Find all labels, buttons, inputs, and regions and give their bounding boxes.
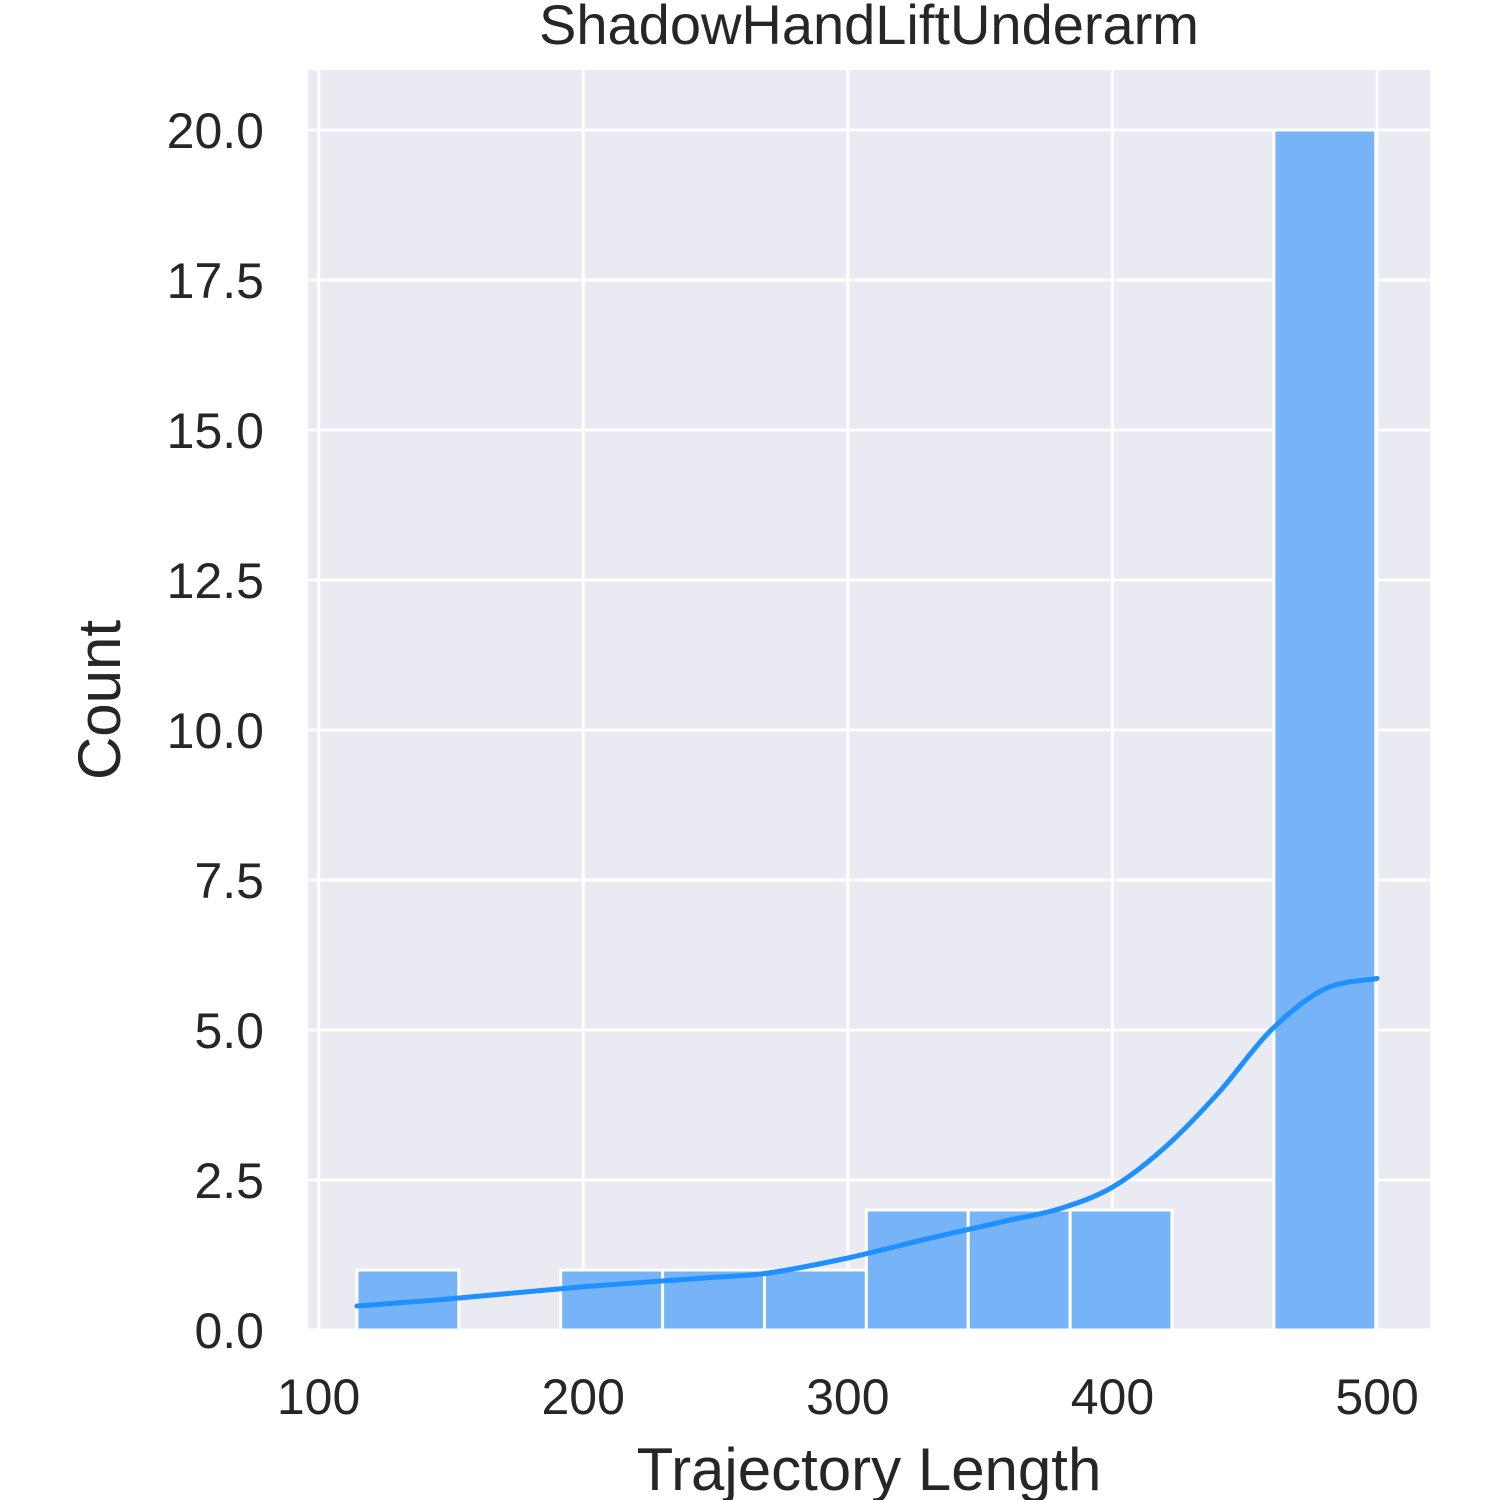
y-tick-label: 2.5 <box>194 1153 264 1209</box>
y-tick-label: 0.0 <box>194 1303 264 1359</box>
histogram-bar <box>864 1208 970 1332</box>
y-tick-label: 12.5 <box>167 553 264 609</box>
histogram-bar <box>762 1268 868 1332</box>
histogram-bar <box>559 1268 665 1332</box>
y-tick-label: 20.0 <box>167 103 264 159</box>
y-tick-label: 17.5 <box>167 253 264 309</box>
chart-title: ShadowHandLiftUnderarm <box>539 0 1199 56</box>
x-tick-label: 100 <box>277 1369 360 1425</box>
y-axis-title: Count <box>66 620 133 780</box>
histogram-bar <box>1272 128 1378 1332</box>
y-tick-label: 5.0 <box>194 1003 264 1059</box>
x-tick-labels: 100 200 300 400 500 <box>277 1369 1419 1425</box>
plot-background <box>308 70 1430 1330</box>
x-tick-label: 400 <box>1071 1369 1154 1425</box>
x-tick-label: 500 <box>1335 1369 1418 1425</box>
y-tick-labels: 0.0 2.5 5.0 7.5 10.0 12.5 15.0 17.5 20.0 <box>167 103 264 1359</box>
y-tick-label: 10.0 <box>167 703 264 759</box>
x-tick-label: 300 <box>806 1369 889 1425</box>
kde-curve <box>354 975 1380 1309</box>
x-axis-title: Trajectory Length <box>637 1436 1102 1500</box>
x-tick-label: 200 <box>541 1369 624 1425</box>
y-tick-label: 15.0 <box>167 403 264 459</box>
histogram-bar <box>966 1208 1072 1332</box>
y-tick-label: 7.5 <box>194 853 264 909</box>
histogram-bar <box>1068 1208 1174 1332</box>
